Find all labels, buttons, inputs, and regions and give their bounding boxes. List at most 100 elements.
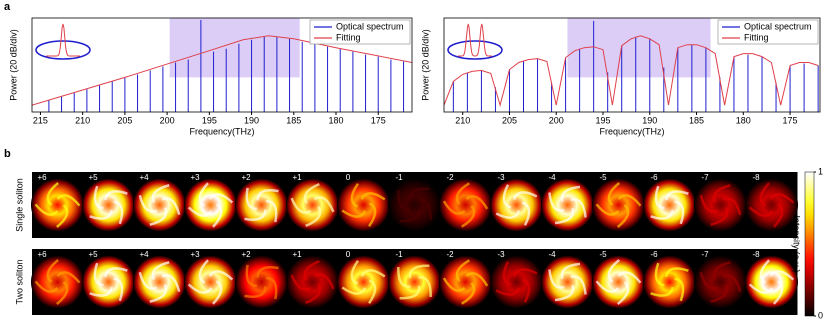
spiral-arm bbox=[113, 200, 124, 225]
spiral-arm bbox=[149, 283, 168, 303]
spiral-arm bbox=[461, 205, 476, 228]
intensity-pattern bbox=[744, 255, 799, 309]
legend-box bbox=[309, 19, 411, 45]
mode-label: -8 bbox=[752, 250, 760, 259]
x-tick-label: 190 bbox=[244, 115, 259, 125]
mode-label: -1 bbox=[395, 173, 403, 182]
x-tick-label: 195 bbox=[202, 115, 217, 125]
spiral-arm bbox=[303, 182, 320, 204]
x-tick-label: 210 bbox=[75, 115, 90, 125]
spiral-arm bbox=[665, 190, 689, 201]
spiral-arm bbox=[256, 266, 279, 278]
mode-label: -7 bbox=[701, 173, 709, 182]
spiral-arm bbox=[712, 184, 731, 203]
y-axis-label: Power (20 dB/div) bbox=[8, 29, 18, 101]
spiral-arm bbox=[495, 209, 521, 219]
spiral-arm bbox=[548, 269, 565, 289]
mode-label: +4 bbox=[139, 250, 149, 259]
intensity-pattern bbox=[132, 255, 187, 309]
intensity-pattern bbox=[438, 178, 493, 232]
spiral-arm bbox=[699, 271, 719, 290]
spiral-arm bbox=[305, 283, 322, 305]
intensity-pattern bbox=[234, 255, 289, 309]
legend-box bbox=[717, 19, 819, 45]
spiral-arm bbox=[554, 207, 575, 225]
spiral-arm bbox=[245, 187, 258, 211]
spiral-arm bbox=[465, 272, 489, 287]
spiral-arm bbox=[502, 261, 512, 286]
x-tick-label: 205 bbox=[502, 115, 517, 125]
legend-label: Fitting bbox=[744, 32, 769, 42]
spiral-arm bbox=[350, 259, 360, 285]
spiral-arm bbox=[772, 280, 784, 305]
spiral-arm bbox=[113, 277, 124, 302]
spiral-arm bbox=[502, 184, 512, 209]
spiral-arm bbox=[442, 277, 466, 292]
spiral-arm bbox=[408, 264, 430, 279]
spiral-arm bbox=[650, 286, 674, 297]
spiral-arm bbox=[418, 276, 432, 297]
intensity-pattern bbox=[30, 255, 85, 309]
mode-label: -2 bbox=[446, 250, 454, 259]
mode-label: +6 bbox=[37, 173, 47, 182]
spiral-arm bbox=[34, 280, 59, 293]
intensity-pattern bbox=[591, 255, 646, 309]
spiral-arm bbox=[89, 286, 113, 297]
intensity-pattern bbox=[81, 255, 136, 309]
spiral-arm bbox=[521, 201, 531, 226]
spiral-arm bbox=[187, 206, 213, 217]
intensity-pattern bbox=[489, 255, 544, 309]
spiral-arm bbox=[512, 191, 538, 201]
spiral-arm bbox=[290, 197, 312, 214]
intensity-pattern bbox=[30, 178, 85, 232]
intensity-pattern bbox=[693, 255, 748, 309]
inset-ring bbox=[35, 40, 91, 60]
x-axis-label: Frequency(THz) bbox=[189, 126, 254, 136]
mode-label: +2 bbox=[241, 173, 251, 182]
legend-label: Fitting bbox=[336, 32, 361, 42]
spiral-arm bbox=[161, 274, 181, 293]
x-tick-label: 185 bbox=[689, 115, 704, 125]
intensity-pattern bbox=[183, 255, 238, 309]
spiral-arm bbox=[570, 198, 587, 218]
mode-label: -3 bbox=[497, 173, 505, 182]
mode-label: -2 bbox=[446, 173, 454, 182]
spiral-arm bbox=[367, 279, 377, 305]
spiral-arm bbox=[442, 200, 466, 215]
intensity-pattern bbox=[285, 178, 340, 232]
intensity-pattern bbox=[438, 255, 493, 309]
spiral-arm bbox=[710, 207, 729, 226]
intensity-pattern bbox=[540, 178, 595, 232]
intensity-pattern bbox=[387, 255, 442, 309]
spiral-arm bbox=[617, 271, 642, 284]
spiral-arm bbox=[244, 209, 267, 221]
spiral-arm bbox=[722, 197, 742, 216]
spiral-arm bbox=[399, 285, 421, 300]
plot-area bbox=[444, 18, 819, 112]
x-tick-label: 175 bbox=[783, 115, 798, 125]
spiral-arm bbox=[772, 203, 784, 228]
spiral-arm bbox=[93, 185, 104, 210]
spiral-arm bbox=[560, 262, 581, 280]
spiral-arm bbox=[138, 271, 158, 290]
spiral-arm bbox=[769, 193, 795, 204]
fit-curve bbox=[444, 35, 819, 107]
x-tick-label: 180 bbox=[328, 115, 343, 125]
highlight-region bbox=[169, 18, 300, 78]
spiral-arm bbox=[245, 264, 258, 288]
mode-label: +1 bbox=[292, 250, 302, 259]
intensity-pattern bbox=[489, 178, 544, 232]
spiral-arm bbox=[759, 259, 771, 284]
spiral-arm bbox=[397, 267, 411, 288]
spiral-arm bbox=[465, 195, 489, 210]
spiral-arm bbox=[759, 182, 771, 207]
spiral-arm bbox=[512, 268, 538, 278]
spiral-arm bbox=[595, 280, 620, 293]
spiral-arm bbox=[360, 192, 386, 201]
spiral-arm bbox=[56, 204, 69, 228]
spiral-arm bbox=[360, 269, 386, 278]
row-label: Single soliton bbox=[14, 178, 24, 232]
mode-label: -3 bbox=[497, 250, 505, 259]
spiral-arm bbox=[665, 267, 689, 278]
